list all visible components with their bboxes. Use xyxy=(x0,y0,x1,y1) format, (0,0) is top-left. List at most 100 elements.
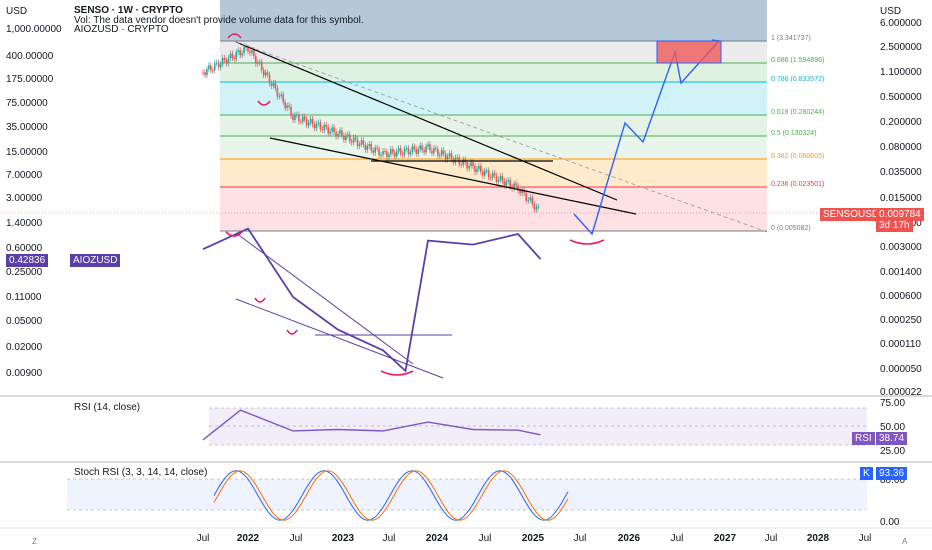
senso-candle xyxy=(533,203,536,210)
senso-candle xyxy=(317,122,320,124)
fib-level-label: 0.886 (1.594896) xyxy=(771,57,825,64)
senso-candle xyxy=(229,53,232,59)
senso-candle xyxy=(206,69,208,76)
senso-candle xyxy=(466,162,468,169)
aioz-symbol-badge: AIOZUSD xyxy=(70,254,121,267)
senso-candle xyxy=(298,114,300,122)
right-axis-tick: 2.500000 xyxy=(880,42,922,53)
highlight-arc xyxy=(254,297,266,303)
senso-candle xyxy=(255,56,257,64)
senso-candle xyxy=(321,129,324,131)
senso-candle xyxy=(300,121,302,123)
senso-candle xyxy=(251,50,253,53)
senso-candle xyxy=(253,50,255,57)
senso-candle xyxy=(440,150,443,156)
fib-top-zone xyxy=(220,0,767,41)
timezone-icon[interactable]: Z xyxy=(32,537,37,546)
senso-candle xyxy=(256,62,259,64)
time-axis-tick: Jul xyxy=(196,533,210,544)
senso-candle xyxy=(325,125,328,127)
senso-candle xyxy=(499,175,502,180)
senso-candle xyxy=(237,50,240,53)
left-axis-tick: 1.40000 xyxy=(6,218,43,229)
senso-candle xyxy=(309,118,312,123)
senso-candle xyxy=(456,157,459,159)
aioz-lower-line xyxy=(235,298,444,379)
senso-candle xyxy=(208,65,210,70)
senso-candle xyxy=(337,133,339,137)
senso-candle xyxy=(450,153,453,160)
fib-zone xyxy=(220,41,767,63)
senso-symbol-badge: SENSOUSD xyxy=(820,208,883,221)
senso-candle xyxy=(225,60,228,64)
rsi-band xyxy=(209,408,867,445)
senso-candle xyxy=(485,170,488,172)
right-axis-tick: 0.003000 xyxy=(880,242,922,253)
time-axis-tick: Jul xyxy=(764,533,778,544)
senso-candle xyxy=(266,72,269,75)
senso-candle xyxy=(491,172,494,178)
compare-symbol-label: AIOZUSD · CRYPTO xyxy=(74,24,169,35)
senso-candle xyxy=(260,61,263,71)
left-axis-tick: 400.00000 xyxy=(6,51,54,62)
senso-candle xyxy=(446,156,449,160)
senso-candle xyxy=(480,165,482,172)
senso-candle xyxy=(233,57,236,59)
senso-candle xyxy=(429,144,431,151)
fib-level-label: 0.5 (0.130324) xyxy=(771,130,817,137)
time-axis-tick: 2022 xyxy=(236,533,260,544)
right-axis-tick: 0.000022 xyxy=(880,387,922,398)
senso-candle xyxy=(397,148,400,152)
right-axis-tick: 1.100000 xyxy=(880,67,922,78)
right-axis-tick: 0.080000 xyxy=(880,142,922,153)
senso-candle xyxy=(241,53,243,56)
senso-candle xyxy=(487,170,490,178)
senso-candle xyxy=(227,58,230,64)
left-axis-tick: 0.60000 xyxy=(6,243,43,254)
senso-candle xyxy=(384,150,386,152)
senso-candle xyxy=(481,171,484,176)
highlight-arc xyxy=(225,231,243,237)
senso-candle xyxy=(354,137,357,140)
senso-candle xyxy=(235,52,238,59)
senso-candle xyxy=(460,164,463,166)
senso-candle xyxy=(403,148,406,155)
senso-candle xyxy=(262,70,265,76)
senso-candle xyxy=(364,144,367,150)
rsi-title: RSI (14, close) xyxy=(74,402,141,413)
time-axis-tick: 2023 xyxy=(331,533,355,544)
senso-candle xyxy=(415,149,418,154)
fib-zone xyxy=(220,159,767,187)
senso-candle xyxy=(292,115,294,120)
senso-candle xyxy=(219,64,222,68)
senso-candle xyxy=(380,154,382,156)
senso-candle xyxy=(436,148,439,156)
auto-scale-button[interactable]: A xyxy=(902,537,908,546)
senso-upper-trendline xyxy=(235,41,618,201)
senso-candle xyxy=(521,189,523,194)
stoch-k-line xyxy=(213,470,569,521)
left-axis-tick: 15.00000 xyxy=(6,147,48,158)
senso-candle xyxy=(442,150,445,154)
left-axis-tick: 1,000.00000 xyxy=(6,24,62,35)
left-axis-tick: 0.02000 xyxy=(6,342,43,353)
senso-candle xyxy=(362,140,365,145)
right-axis-tick: 0.000050 xyxy=(880,364,922,375)
senso-candle xyxy=(495,175,498,182)
senso-candle xyxy=(217,62,220,68)
senso-candle xyxy=(468,165,470,169)
rsi-tick-50: 50.00 xyxy=(880,422,906,433)
senso-candle xyxy=(531,197,534,204)
senso-candle xyxy=(339,130,341,134)
senso-candle xyxy=(425,146,427,153)
time-axis-tick: Jul xyxy=(289,533,303,544)
senso-candle xyxy=(519,190,521,194)
senso-candle xyxy=(272,82,275,86)
time-axis-tick: Jul xyxy=(670,533,684,544)
senso-candle xyxy=(204,72,206,76)
time-axis-tick: 2027 xyxy=(713,533,737,544)
senso-candle xyxy=(472,162,474,166)
senso-candle xyxy=(405,148,408,150)
right-axis-tick: 0.000600 xyxy=(880,291,922,302)
